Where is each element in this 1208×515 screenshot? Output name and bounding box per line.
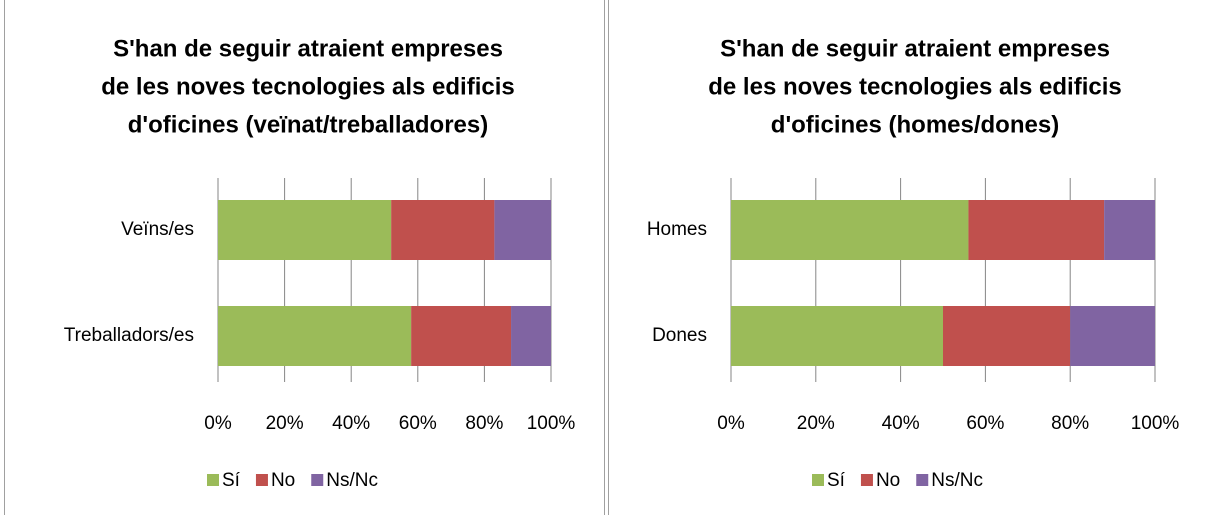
x-tick-label: 100% [1131, 413, 1180, 434]
x-tick-label: 20% [266, 413, 304, 434]
x-tick-label: 40% [882, 413, 920, 434]
x-tick-label: 20% [797, 413, 835, 434]
legend-swatch [311, 474, 324, 486]
x-tick-label: 60% [399, 413, 437, 434]
bar-segment [511, 306, 551, 366]
y-tick-label: Homes [647, 219, 707, 240]
chart-title: d'oficines (veïnat/treballadores) [128, 111, 488, 138]
chart-title: d'oficines (homes/dones) [771, 111, 1059, 138]
bar-segment [218, 200, 392, 260]
legend-swatch [207, 474, 219, 486]
legend-label: No [876, 470, 900, 491]
chart-title: de les noves tecnologies als edificis [708, 73, 1122, 100]
bar-segment [1104, 200, 1155, 260]
legend-label: Sí [827, 470, 846, 491]
x-tick-label: 80% [465, 413, 503, 434]
legend-label: Ns/Nc [326, 470, 378, 491]
x-tick-label: 60% [966, 413, 1004, 434]
legend-swatch [860, 474, 873, 486]
x-tick-label: 40% [332, 413, 370, 434]
bar-segment [1070, 306, 1155, 366]
bar-segment [968, 200, 1105, 260]
bar-segment [411, 306, 512, 366]
legend-label: Sí [222, 470, 241, 491]
legend-swatch [812, 474, 824, 486]
legend-swatch [255, 474, 268, 486]
x-tick-label: 0% [717, 413, 745, 434]
bar-segment [731, 306, 943, 366]
legend-swatch [916, 474, 929, 486]
legend-label: No [271, 470, 295, 491]
chart-title: S'han de seguir atraient empreses [113, 35, 503, 62]
bar-segment [391, 200, 495, 260]
bar-segment [943, 306, 1071, 366]
x-tick-label: 0% [204, 413, 232, 434]
chart-title: S'han de seguir atraient empreses [720, 35, 1110, 62]
y-tick-label: Treballadors/es [64, 325, 194, 346]
chart-title: de les noves tecnologies als edificis [101, 73, 515, 100]
y-tick-label: Dones [652, 325, 707, 346]
bar-segment [494, 200, 551, 260]
x-tick-label: 80% [1051, 413, 1089, 434]
bar-segment [731, 200, 969, 260]
x-tick-label: 100% [527, 413, 576, 434]
legend-label: Ns/Nc [931, 470, 983, 491]
y-tick-label: Veïns/es [121, 219, 194, 240]
bar-segment [218, 306, 412, 366]
